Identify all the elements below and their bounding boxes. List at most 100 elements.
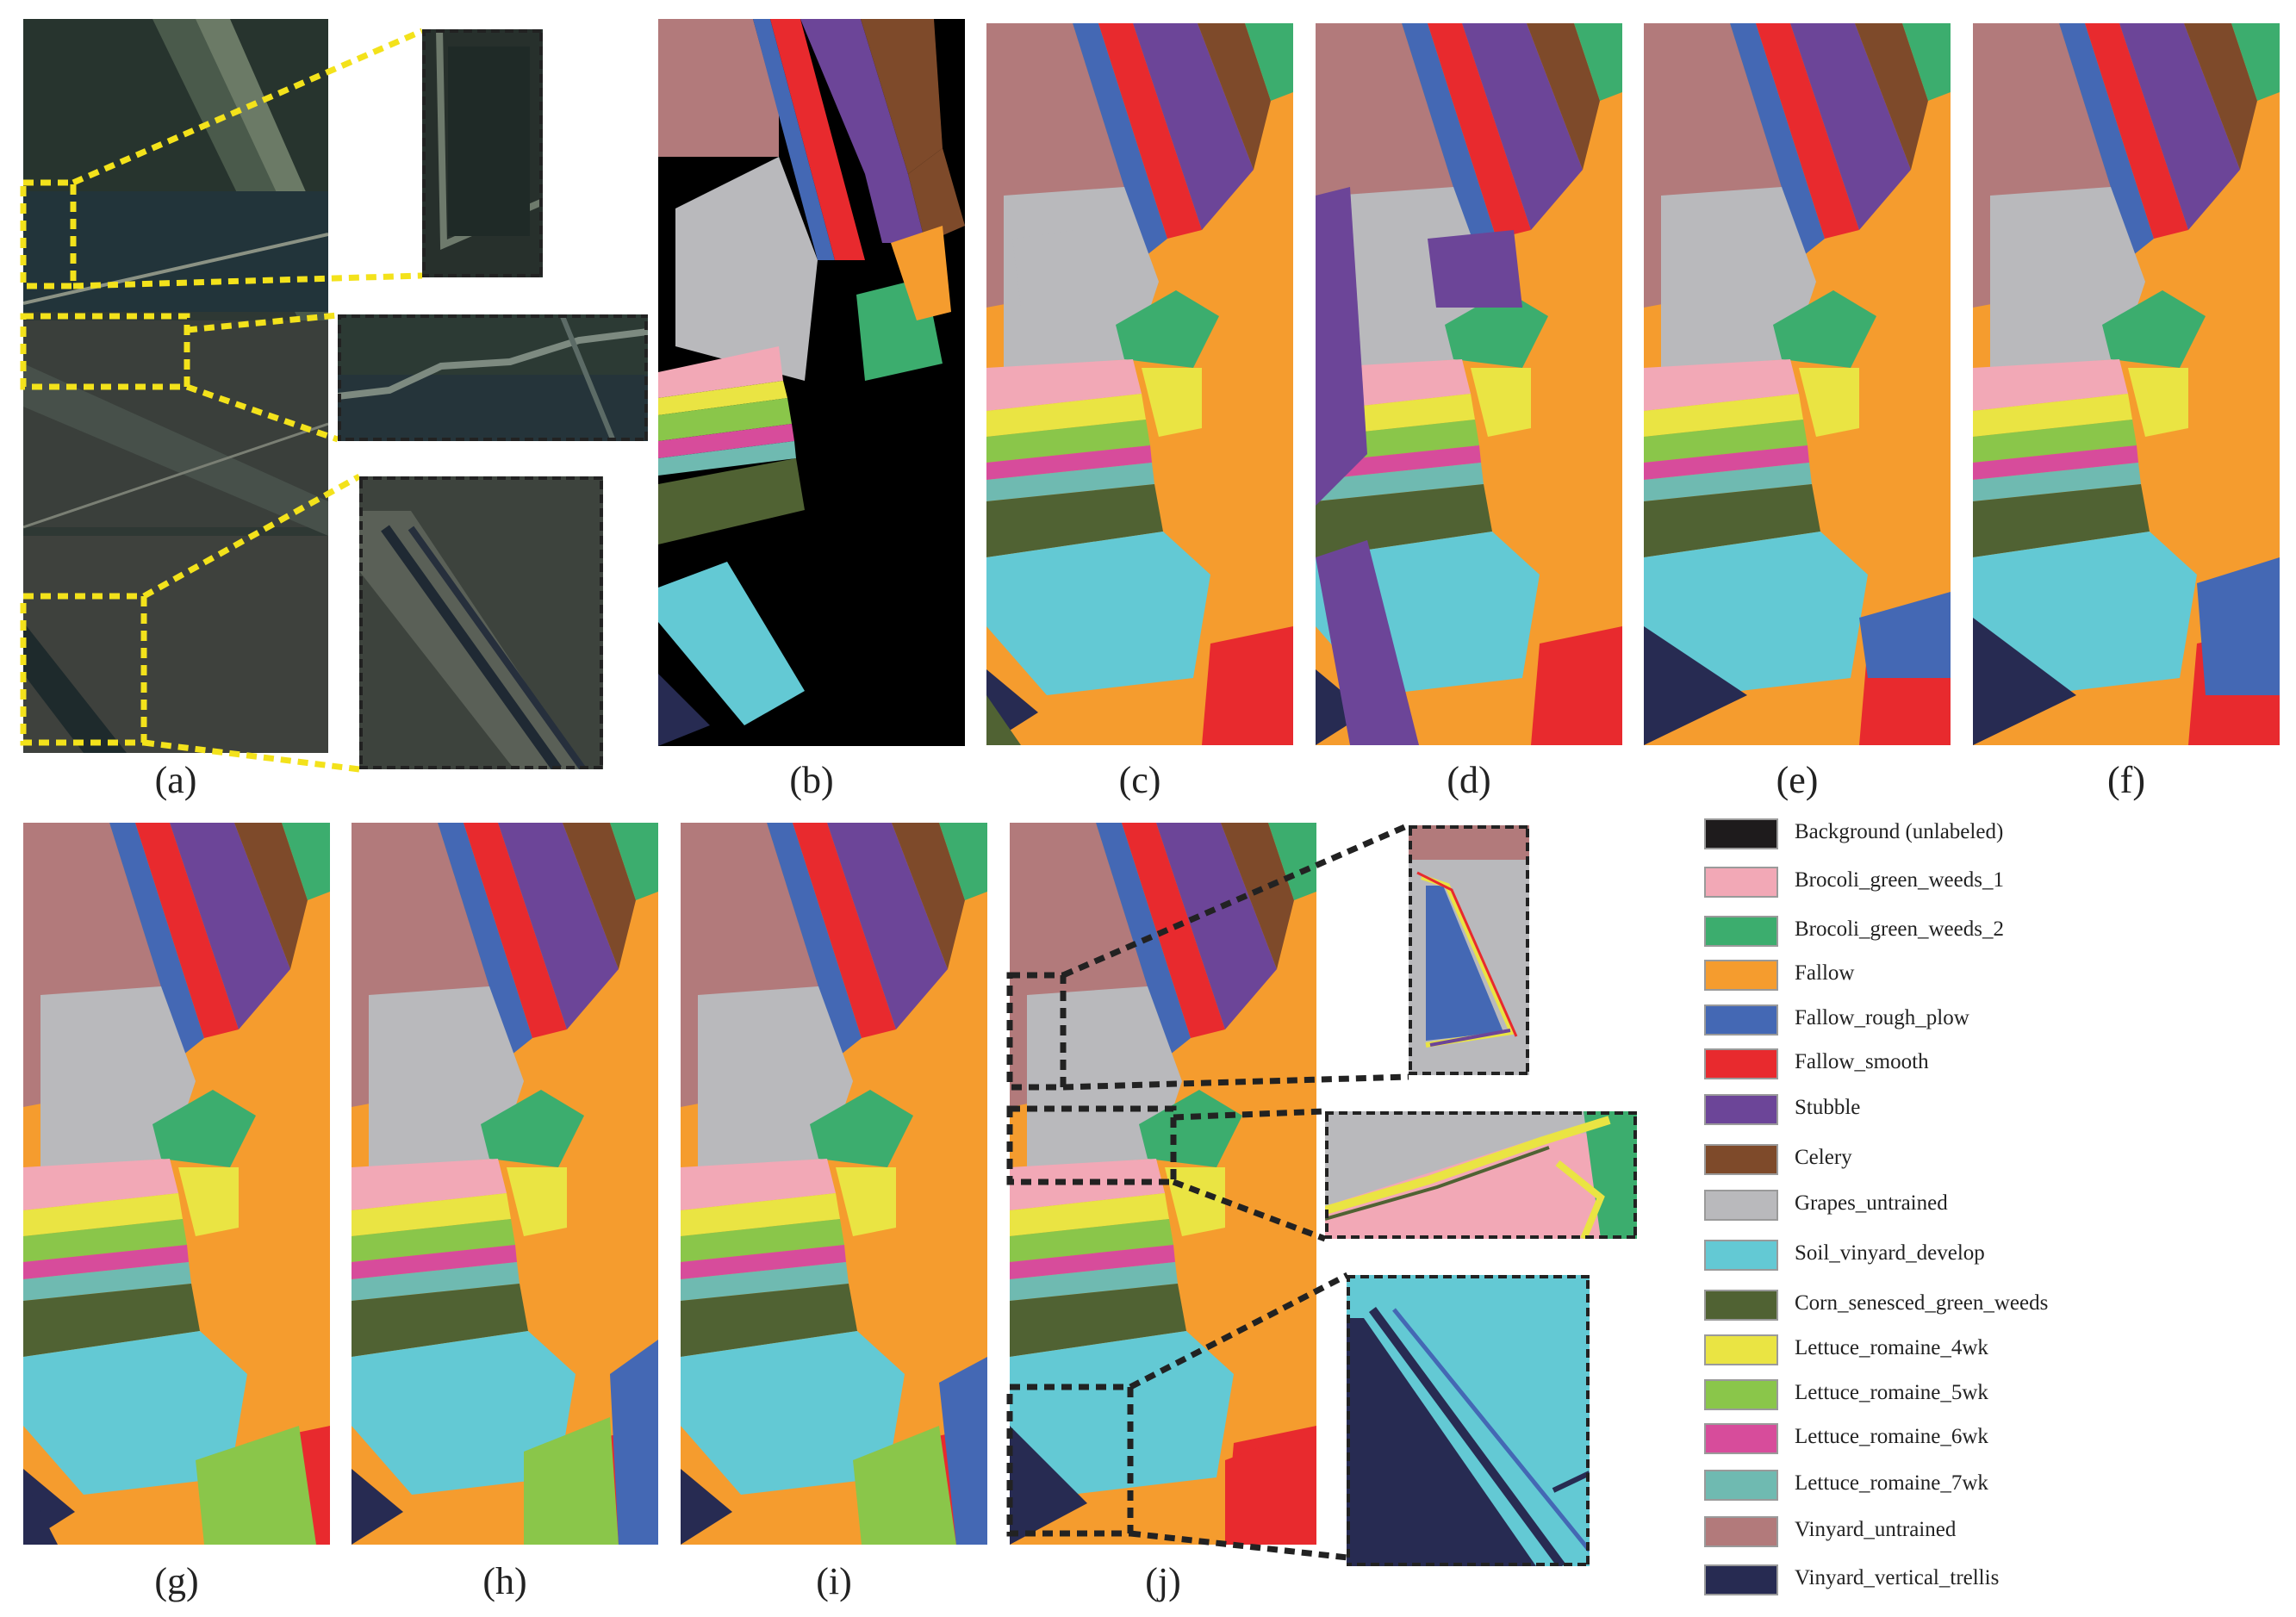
legend-item: Fallow_smooth [1704, 1048, 2273, 1083]
class-region [1316, 669, 1367, 745]
caption-f: (f) [2107, 759, 2145, 801]
class-region [1730, 23, 1825, 256]
class-region [481, 1090, 584, 1167]
class-region [1010, 1284, 1186, 1357]
class-region [1268, 823, 1316, 900]
legend-item: Lettuce_romaine_6wk [1704, 1423, 2273, 1458]
panel-h-map [352, 823, 658, 1545]
panel-j-zoom-middle [1325, 1111, 1637, 1239]
caption-c: (c) [1118, 759, 1161, 801]
class-region [2197, 557, 2280, 695]
class-region [1316, 484, 1492, 557]
legend-label: Background (unlabeled) [1795, 820, 2004, 843]
class-region [109, 823, 204, 1055]
class-region [23, 1219, 187, 1262]
class-region [986, 532, 1210, 695]
class-region [1644, 484, 1820, 557]
legend-label: Stubble [1795, 1096, 1861, 1119]
legend-label: Fallow_smooth [1795, 1050, 1929, 1073]
class-region [1527, 23, 1600, 170]
legend-label: Corn_senesced_green_weeds [1795, 1291, 2049, 1315]
panel-j-zoom-guides [1006, 822, 1410, 1561]
legend-item: Fallow_rough_plow [1704, 1004, 2273, 1039]
class-region [1010, 1331, 1234, 1495]
class-region [1010, 1245, 1175, 1279]
class-region [1973, 532, 2197, 695]
class-region [2102, 290, 2206, 368]
legend-item: Soil_vinyard_develop [1704, 1240, 2273, 1274]
class-region [1773, 290, 1876, 368]
caption-g: (g) [154, 1560, 199, 1602]
legend-item: Stubble [1704, 1094, 2273, 1129]
class-region [1574, 23, 1622, 101]
class-region [2128, 368, 2188, 437]
class-region [681, 1284, 857, 1357]
class-region [23, 1245, 189, 1279]
class-region [1644, 420, 1808, 463]
class-region [1225, 1426, 1316, 1545]
caption-d: (d) [1447, 759, 1491, 801]
legend-swatch [1704, 1470, 1778, 1501]
panel-a-zoom-middle [338, 314, 648, 441]
class-region [2119, 23, 2240, 230]
class-region [1644, 532, 1868, 695]
class-region [507, 1167, 567, 1236]
class-region [352, 1331, 576, 1495]
legend-item: Celery [1704, 1144, 2273, 1179]
class-region [1973, 420, 2137, 463]
class-region [853, 1426, 956, 1545]
caption-i: (i) [816, 1560, 852, 1602]
class-region [939, 823, 987, 900]
class-region [352, 1262, 520, 1301]
legend-swatch [1704, 1564, 1778, 1595]
class-region [1428, 230, 1522, 308]
class-region [1010, 1219, 1173, 1262]
class-region [23, 1477, 58, 1545]
class-region [352, 1469, 403, 1545]
class-region [23, 1262, 191, 1301]
caption-j: (j) [1145, 1560, 1181, 1602]
class-region [1790, 23, 1911, 230]
class-region [282, 823, 330, 900]
class-region [1156, 823, 1277, 1029]
class-region [23, 1284, 200, 1357]
legend-swatch [1704, 1290, 1778, 1321]
legend-swatch [1704, 1190, 1778, 1221]
legend-label: Fallow_rough_plow [1795, 1006, 1969, 1029]
caption-h: (h) [482, 1560, 527, 1602]
class-region [152, 1090, 256, 1167]
legend-item: Brocoli_green_weeds_1 [1704, 867, 2273, 901]
class-region [1855, 23, 1928, 170]
class-region [196, 1426, 316, 1545]
class-region [2085, 23, 2188, 239]
class-region [1142, 368, 1202, 437]
class-region [2231, 23, 2280, 101]
class-region [767, 823, 862, 1055]
class-region [610, 823, 658, 900]
class-region [1012, 230, 1081, 308]
class-region [939, 1357, 987, 1545]
legend-label: Lettuce_romaine_5wk [1795, 1381, 1988, 1404]
legend-swatch [1704, 1004, 1778, 1036]
panel-f-map [1973, 23, 2280, 745]
legend-item: Background (unlabeled) [1704, 818, 2273, 853]
class-region [1973, 484, 2150, 557]
class-region [986, 420, 1150, 463]
legend-swatch [1704, 1240, 1778, 1271]
class-region [681, 1219, 844, 1262]
class-region [1316, 540, 1419, 745]
legend-label: Vinyard_vertical_trellis [1795, 1566, 2000, 1589]
class-region [681, 1245, 846, 1279]
class-region [986, 463, 1154, 501]
class-region [1316, 187, 1367, 506]
class-region [1245, 23, 1293, 101]
class-region [1202, 626, 1293, 745]
class-region [178, 1167, 239, 1236]
panel-a-zoom-bottom [359, 476, 603, 769]
caption-b: (b) [789, 759, 834, 801]
class-region [793, 823, 896, 1038]
legend-item: Grapes_untrained [1704, 1190, 2273, 1224]
legend-label: Celery [1795, 1146, 1852, 1169]
class-region [352, 1284, 528, 1357]
class-region [1221, 823, 1294, 969]
